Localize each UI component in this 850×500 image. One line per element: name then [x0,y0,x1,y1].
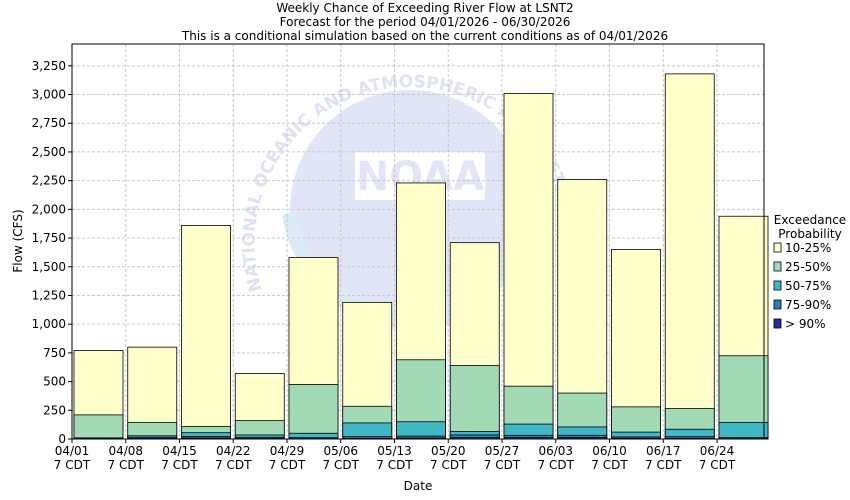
y-tick-label: 2,000 [32,202,66,216]
legend-swatch [773,261,782,272]
y-tick-label: 1,000 [32,317,66,331]
y-axis-label: Flow (CFS) [11,209,25,272]
y-tick-label: 1,750 [32,231,66,245]
legend-swatch [773,280,782,291]
x-tick-label: 05/27 [485,444,520,458]
bar-06-17-series-0 [664,73,715,440]
bar-04-01-series-1 [73,414,124,440]
legend: Exceedance Probability 10-25% 25-50% 50-75… [773,213,846,331]
y-tick-label: 3,000 [32,88,66,102]
bar-06-24-series-2 [718,421,769,440]
x-tick-sublabel: 7 CDT [108,458,145,472]
x-tick-sublabel: 7 CDT [269,458,306,472]
bar-04-15-series-0 [181,225,231,440]
x-tick-sublabel: 7 CDT [323,458,360,472]
legend-title-line-1: Exceedance [774,213,846,227]
bar-05-27-series-0 [503,92,554,440]
legend-label: 75-90% [785,298,831,312]
y-tick-label: 1,500 [32,260,66,274]
plot-frame [71,43,765,440]
chart-note: This is a conditional simulation based o… [181,29,668,43]
chart-subtitle: Forecast for the period 04/01/2026 - 06/… [280,15,571,29]
legend-label: > 90% [785,317,826,331]
y-tick-label: 750 [43,346,66,360]
x-tick-label: 05/06 [323,444,358,458]
x-tick-label: 04/08 [108,444,143,458]
x-tick-sublabel: 7 CDT [699,458,736,472]
x-tick-sublabel: 7 CDT [591,458,628,472]
bar-04-29-series-1 [288,384,339,440]
x-tick-label: 06/24 [700,444,735,458]
x-tick-sublabel: 7 CDT [538,458,575,472]
x-tick-sublabel: 7 CDT [645,458,682,472]
legend-label: 25-50% [785,260,831,274]
x-tick-sublabel: 7 CDT [161,458,198,472]
y-tick-label: 1,250 [32,288,66,302]
y-tick-label: 0 [58,432,66,446]
legend-label: 50-75% [785,279,831,293]
x-tick-label: 06/10 [592,444,627,458]
x-tick-sublabel: 7 CDT [215,458,252,472]
x-tick-label: 06/03 [538,444,573,458]
y-tick-label: 2,500 [32,145,66,159]
legend-swatch [773,242,782,253]
x-tick-label: 06/17 [646,444,681,458]
x-axis-label: Date [404,479,433,493]
x-tick-sublabel: 7 CDT [484,458,521,472]
bar-05-20-series-1 [449,365,500,440]
x-tick-sublabel: 7 CDT [376,458,413,472]
y-tick-label: 2,250 [32,174,66,188]
legend-label: 10-25% [785,241,831,255]
x-tick-sublabel: 7 CDT [430,458,467,472]
x-tick-label: 04/01 [55,444,90,458]
legend-title-line-2: Probability [778,227,841,241]
legend-swatch [773,318,782,329]
x-tick-label: 04/15 [162,444,197,458]
x-tick-label: 04/22 [216,444,251,458]
y-tick-label: 3,250 [32,59,66,73]
legend-swatch [773,299,782,310]
x-tick-label: 04/29 [270,444,305,458]
y-tick-label: 250 [43,403,66,417]
y-tick-label: 500 [43,375,66,389]
x-tick-sublabel: 7 CDT [54,458,91,472]
chart-title: Weekly Chance of Exceeding River Flow at… [276,1,573,15]
y-tick-label: 2,750 [32,116,66,130]
x-tick-label: 05/13 [377,444,412,458]
x-tick-label: 05/20 [431,444,466,458]
